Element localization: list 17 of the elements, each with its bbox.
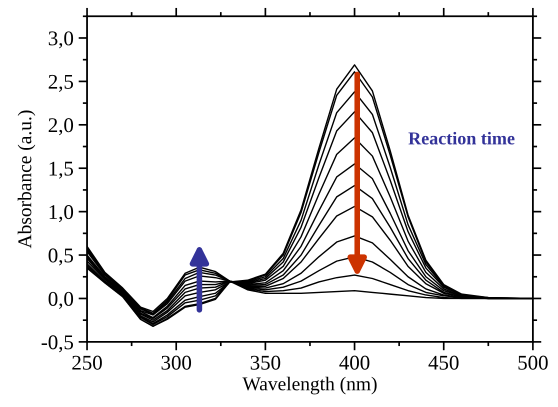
y-tick-label: 1,0 [50, 205, 74, 222]
x-tick-label: 250 [72, 356, 102, 370]
annotation: Reaction time [408, 132, 514, 145]
x-tick-label: 450 [428, 356, 459, 370]
x-tick-label: 350 [250, 356, 280, 370]
y-tick-label: 3,0 [48, 31, 74, 48]
y-tick-label: 1,5 [50, 162, 74, 179]
x-tick-label: 400 [339, 356, 370, 370]
y-axis-title: Absorbance (a.u.) [18, 110, 36, 248]
y-tick-label: 0,5 [48, 248, 74, 266]
x-axis-title: Wavelength (nm) [242, 376, 377, 394]
y-tick-label: 2,0 [48, 118, 74, 136]
y-tick-label: 2,5 [48, 74, 74, 92]
y-tick-label: 0,0 [48, 292, 74, 309]
y-tick-label: -0,5 [42, 335, 74, 352]
x-tick-label: 300 [162, 356, 192, 370]
x-tick-label: 500 [518, 356, 548, 370]
